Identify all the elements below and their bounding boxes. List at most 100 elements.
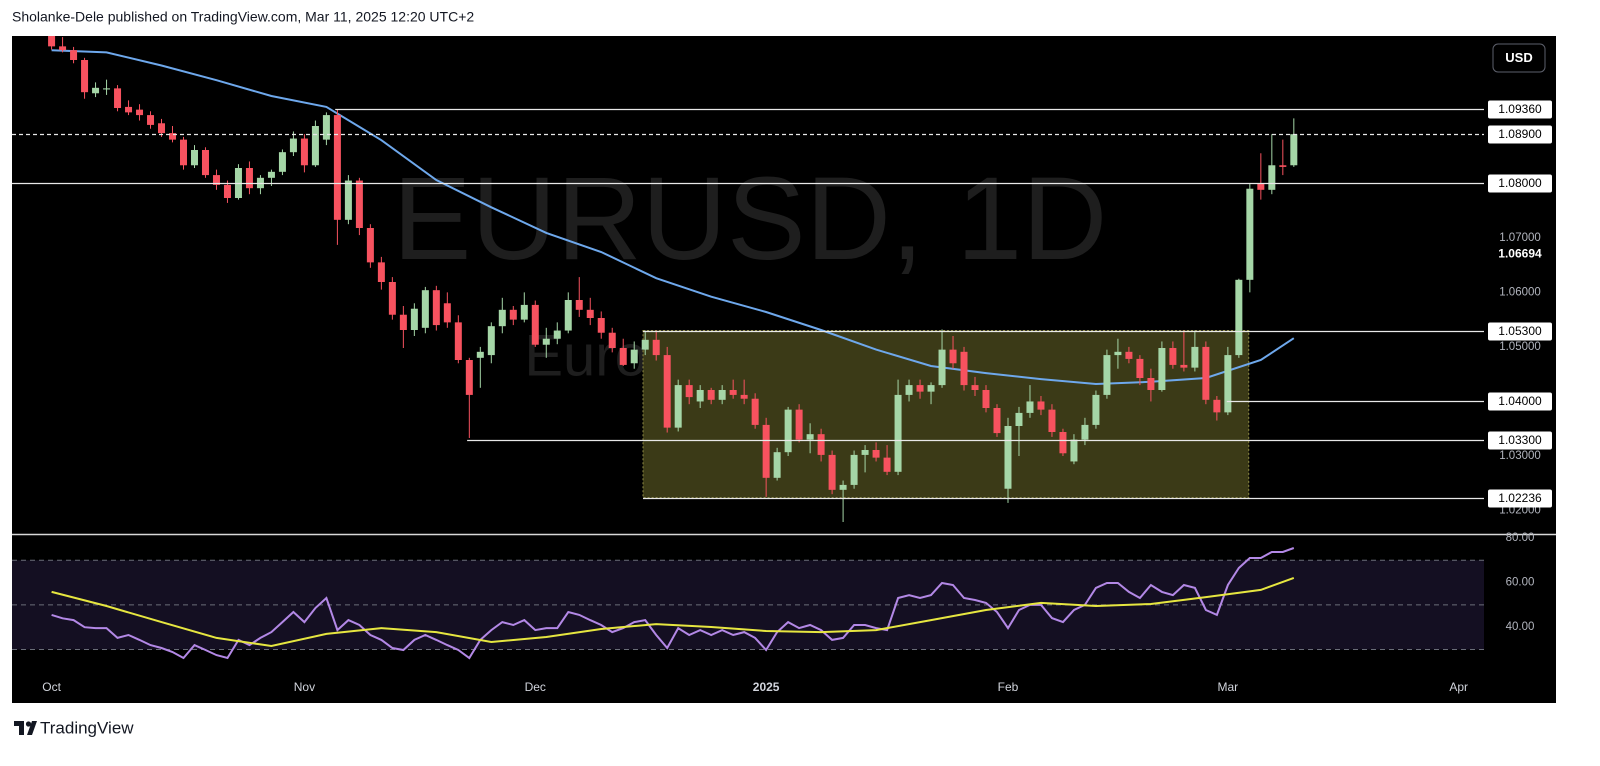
candle-body [718, 390, 726, 400]
candle-body [883, 457, 891, 472]
candle-body [762, 424, 770, 478]
x-tick-label: 2025 [753, 680, 780, 694]
candle-body [839, 484, 847, 490]
rsi-tick-label: 80.00 [1506, 532, 1535, 544]
candle-body [1257, 183, 1265, 190]
candle-body [938, 349, 946, 386]
x-tick-label: Mar [1218, 680, 1239, 694]
candle-body [179, 139, 187, 166]
level-label: 1.09360 [1498, 102, 1542, 116]
level-label: 1.08000 [1498, 176, 1542, 190]
candle-body [399, 314, 407, 330]
level-label: 1.03300 [1498, 433, 1542, 447]
level-label-box [1488, 322, 1552, 341]
y-tick-label: 1.05000 [1499, 341, 1541, 353]
candle-body [608, 332, 616, 348]
level-label-box [1488, 489, 1552, 508]
candle-body [850, 454, 858, 485]
candle-body [795, 409, 803, 440]
candle-body [92, 87, 100, 94]
candle-body [377, 262, 385, 282]
candle-body [905, 385, 913, 395]
candle-body [1147, 378, 1155, 390]
candle-body [1026, 401, 1034, 413]
currency-label[interactable]: USD [1505, 50, 1532, 65]
candle-body [344, 180, 352, 220]
candle-body [322, 115, 330, 140]
candle-body [641, 339, 649, 350]
candle-body [982, 390, 990, 408]
series-line [51, 576, 1295, 648]
level-label-box [1488, 125, 1552, 144]
candle-body [1191, 346, 1199, 368]
candle-body [125, 106, 133, 113]
candle-body [773, 452, 781, 478]
candle-body [916, 385, 924, 392]
candle-body [212, 175, 220, 185]
symbol-watermark: EURUSD, 1D [393, 153, 1108, 285]
candle-body [1169, 348, 1177, 365]
candle-body [114, 88, 122, 108]
level-label-box [1488, 100, 1552, 119]
candle-body [1125, 351, 1133, 359]
x-tick-label: Apr [1449, 680, 1468, 694]
candle-body [498, 309, 506, 327]
candle-body [169, 133, 177, 140]
candle-body [971, 385, 979, 390]
candle-body [1048, 409, 1056, 432]
candle-body [300, 138, 308, 166]
candle-body [1092, 394, 1100, 425]
candle-body [278, 152, 286, 172]
candle-body [1235, 279, 1243, 356]
candle-body [1224, 355, 1232, 413]
level-label: 1.02236 [1498, 491, 1542, 505]
candle-body [872, 450, 880, 458]
candle-body [476, 351, 484, 358]
candle-body [443, 303, 451, 323]
candle-body [597, 318, 605, 333]
candle-body [267, 171, 275, 178]
level-label: 1.05300 [1498, 324, 1542, 338]
level-label-box [1488, 431, 1552, 450]
candle-body [729, 390, 737, 395]
candle-body [1081, 424, 1089, 440]
y-tick-label: 1.03000 [1499, 450, 1541, 462]
rsi-tick-label: 40.00 [1506, 621, 1535, 633]
candle-body [487, 326, 495, 356]
candle-body [828, 454, 836, 490]
candle-body [245, 168, 253, 189]
candle-body [136, 109, 144, 116]
candle-body [784, 409, 792, 453]
candle-body [190, 150, 198, 166]
level-label: 1.04000 [1498, 394, 1542, 408]
candle-body [652, 339, 660, 356]
candle-body [531, 304, 539, 345]
candle-body [949, 349, 957, 364]
currency-button[interactable] [1492, 43, 1546, 73]
level-label: 1.08900 [1498, 127, 1542, 141]
candle-body [1037, 401, 1045, 410]
candle-body [81, 60, 89, 93]
candle-body [432, 290, 440, 326]
candle-body [158, 123, 166, 134]
candle-body [1290, 134, 1298, 166]
x-tick-label: Oct [42, 680, 61, 694]
candle-body [333, 115, 341, 220]
candle-body [751, 398, 759, 425]
candle-body [663, 355, 671, 428]
candle-body [70, 50, 78, 60]
series-line [51, 547, 1295, 660]
candle-body [201, 150, 209, 176]
candle-body [388, 282, 396, 315]
rsi-tick-label: 60.00 [1506, 577, 1535, 589]
candle-body [1180, 364, 1188, 368]
candle-body [586, 309, 594, 318]
candle-body [289, 138, 297, 153]
y-tick-label: 1.07000 [1499, 232, 1541, 244]
candle-body [48, 36, 56, 47]
candle-body [454, 322, 462, 360]
candle-body [1158, 348, 1166, 390]
candle-body [311, 126, 319, 166]
candle-body [817, 434, 825, 455]
